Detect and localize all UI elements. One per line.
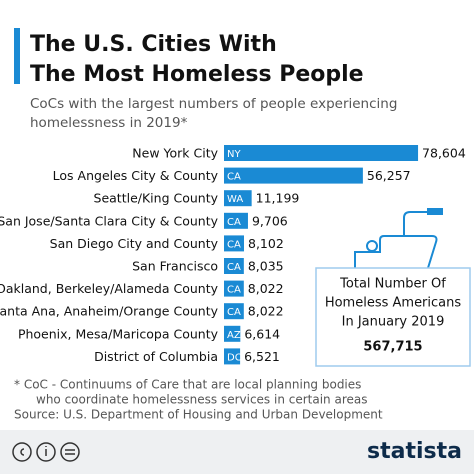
- bar: [224, 303, 244, 320]
- value-label: 8,102: [248, 236, 284, 251]
- value-label: 6,614: [244, 326, 280, 341]
- category-label: Santa Ana, Anaheim/Orange County: [0, 304, 219, 319]
- chart-title: The Most Homeless People: [30, 62, 364, 87]
- bar-state-label: AZ: [227, 330, 241, 341]
- bar: [224, 325, 241, 342]
- category-label: San Diego City and County: [50, 236, 219, 251]
- info-text: In January 2019: [342, 315, 445, 330]
- subtitle: CoCs with the largest numbers of people …: [30, 96, 397, 112]
- bar: [224, 212, 248, 229]
- footnote: who coordinate homelessness services in …: [36, 393, 367, 407]
- bar: [224, 167, 363, 184]
- bar-state-label: CA: [227, 239, 241, 250]
- bar-state-label: NY: [227, 149, 241, 160]
- category-label: San Jose/Santa Clara City & County: [0, 213, 219, 228]
- brand-logo: statista: [367, 439, 462, 464]
- value-label: 78,604: [422, 146, 466, 161]
- value-label: 11,199: [256, 191, 300, 206]
- bar-state-label: CA: [227, 307, 241, 318]
- value-label: 8,022: [248, 304, 284, 319]
- category-label: District of Columbia: [94, 349, 218, 364]
- value-label: 6,521: [244, 349, 280, 364]
- title-accent: [14, 28, 20, 84]
- bar: [224, 258, 244, 274]
- category-label: New York City: [132, 146, 218, 161]
- source: Source: U.S. Department of Housing and U…: [14, 408, 383, 422]
- bar: [224, 348, 241, 365]
- bar-state-label: DC: [227, 352, 242, 363]
- value-label: 56,257: [367, 168, 411, 183]
- info-text: Homeless Americans: [325, 296, 462, 311]
- bar-state-label: CA: [227, 262, 241, 273]
- chart-title: The U.S. Cities With: [30, 32, 277, 57]
- bar: [224, 190, 252, 207]
- category-label: Seattle/King County: [94, 191, 219, 206]
- bar: [224, 235, 245, 252]
- illustration: [354, 208, 443, 269]
- category-label: Los Angeles City & County: [53, 168, 219, 183]
- category-label: San Francisco: [132, 259, 218, 274]
- value-label: 8,022: [248, 281, 284, 296]
- info-text: Total Number Of: [339, 277, 446, 292]
- bar-state-label: WA: [227, 194, 243, 205]
- bar-state-label: CA: [227, 217, 241, 228]
- footnote: * CoC - Continuums of Care that are loca…: [14, 378, 361, 392]
- license-icons: [12, 442, 80, 462]
- bar-state-label: CA: [227, 285, 241, 296]
- value-label: 9,706: [252, 213, 288, 228]
- value-label: 8,035: [248, 259, 284, 274]
- category-label: Phoenix, Mesa/Maricopa County: [18, 326, 219, 341]
- info-box: [315, 267, 471, 367]
- bar: [224, 145, 419, 161]
- bar: [224, 280, 244, 297]
- info-value: 567,715: [363, 340, 422, 355]
- subtitle: homelessness in 2019*: [30, 115, 188, 131]
- bar-state-label: CA: [227, 172, 241, 183]
- category-label: Oakland, Berkeley/Alameda County: [0, 281, 219, 296]
